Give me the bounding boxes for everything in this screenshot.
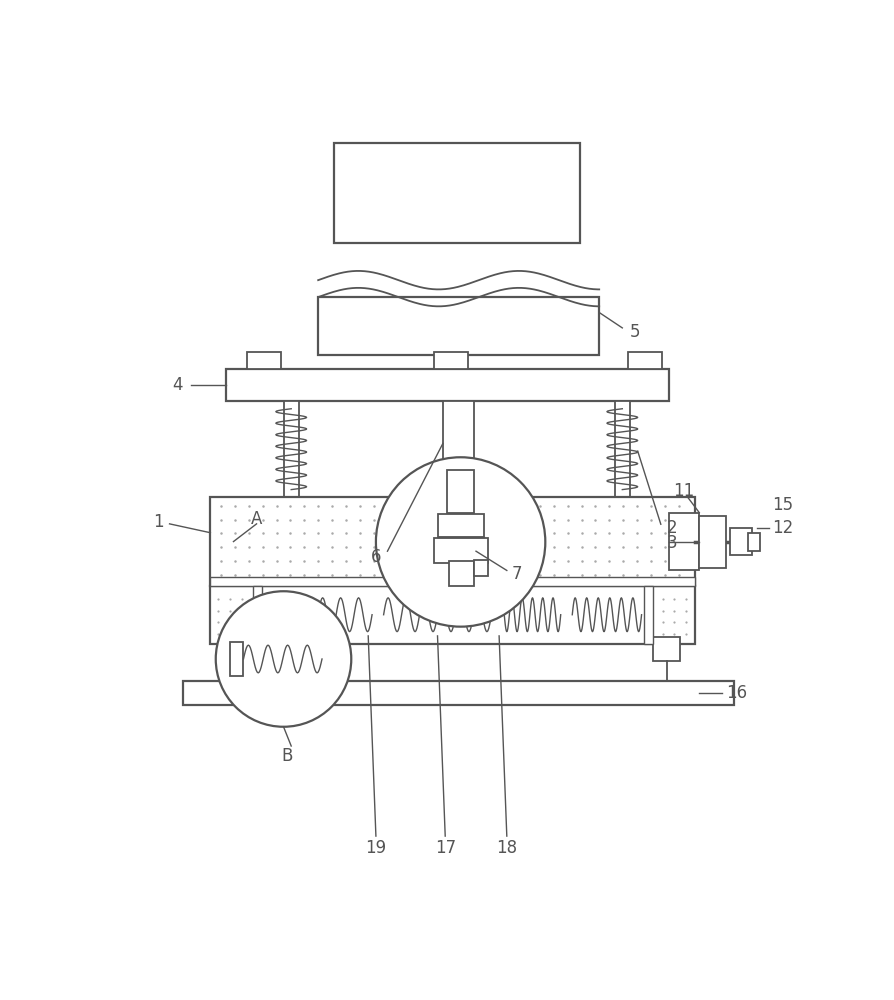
Text: 15: 15 [772, 496, 793, 514]
Text: 4: 4 [172, 376, 182, 394]
Bar [449, 561, 473, 586]
Bar [210, 497, 695, 586]
Text: 17: 17 [434, 839, 455, 857]
Text: 19: 19 [365, 839, 386, 857]
Text: 2: 2 [666, 519, 677, 537]
Bar [747, 533, 759, 551]
Bar [434, 538, 487, 563]
Bar [434, 352, 468, 369]
Text: 16: 16 [725, 684, 746, 702]
Bar [614, 401, 629, 497]
Bar [283, 401, 299, 497]
Bar [252, 586, 262, 644]
Bar [473, 560, 487, 576]
Bar [317, 297, 599, 355]
Bar [210, 577, 695, 586]
Text: 18: 18 [495, 839, 517, 857]
Text: 12: 12 [772, 519, 793, 537]
Bar [643, 586, 653, 644]
Text: 7: 7 [510, 565, 521, 583]
Bar [333, 143, 579, 243]
Circle shape [375, 457, 544, 627]
Text: 6: 6 [370, 548, 381, 566]
Text: A: A [250, 510, 262, 528]
Bar [230, 642, 243, 676]
Bar [443, 401, 473, 497]
Bar [210, 586, 695, 644]
Bar [628, 352, 662, 369]
Text: 3: 3 [666, 534, 677, 552]
Text: B: B [282, 747, 292, 765]
Bar [233, 637, 260, 661]
Bar [668, 513, 698, 570]
Text: 11: 11 [672, 482, 694, 500]
Bar [437, 514, 483, 537]
Text: 1: 1 [153, 513, 163, 531]
Bar [730, 528, 751, 555]
Bar [225, 369, 668, 401]
Bar [247, 352, 281, 369]
Bar [698, 516, 725, 568]
Bar [653, 637, 679, 661]
Circle shape [215, 591, 350, 727]
Text: 5: 5 [629, 323, 640, 341]
Bar [446, 470, 474, 513]
Bar [183, 681, 733, 705]
